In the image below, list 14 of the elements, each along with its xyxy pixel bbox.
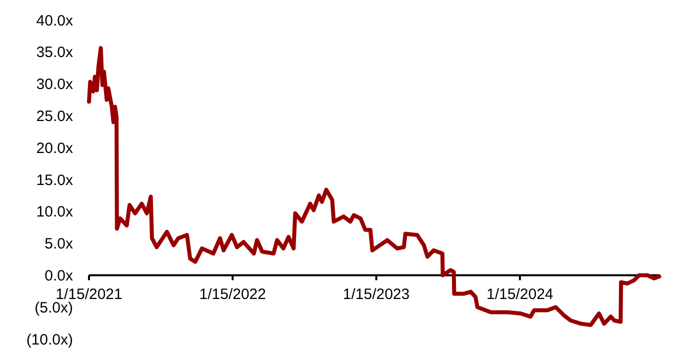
y-tick-label: 20.0x: [36, 140, 74, 157]
y-tick-label: 0.0x: [44, 267, 74, 284]
y-tick-label: (10.0x): [26, 331, 73, 348]
x-tick-label: 1/15/2024: [486, 286, 554, 304]
y-tick-label: 30.0x: [36, 76, 74, 94]
y-tick-label: 10.0x: [36, 204, 74, 221]
y-tick-label: 5.0x: [44, 236, 74, 253]
y-tick-label: 35.0x: [36, 44, 74, 62]
x-tick-label: 1/15/2023: [342, 286, 410, 304]
y-tick-label: 40.0x: [36, 12, 74, 30]
y-tick-label: 15.0x: [36, 172, 74, 189]
y-tick-label: (5.0x): [34, 299, 74, 316]
y-tick-label: 25.0x: [36, 108, 74, 125]
x-tick-label: 1/15/2022: [199, 286, 266, 304]
